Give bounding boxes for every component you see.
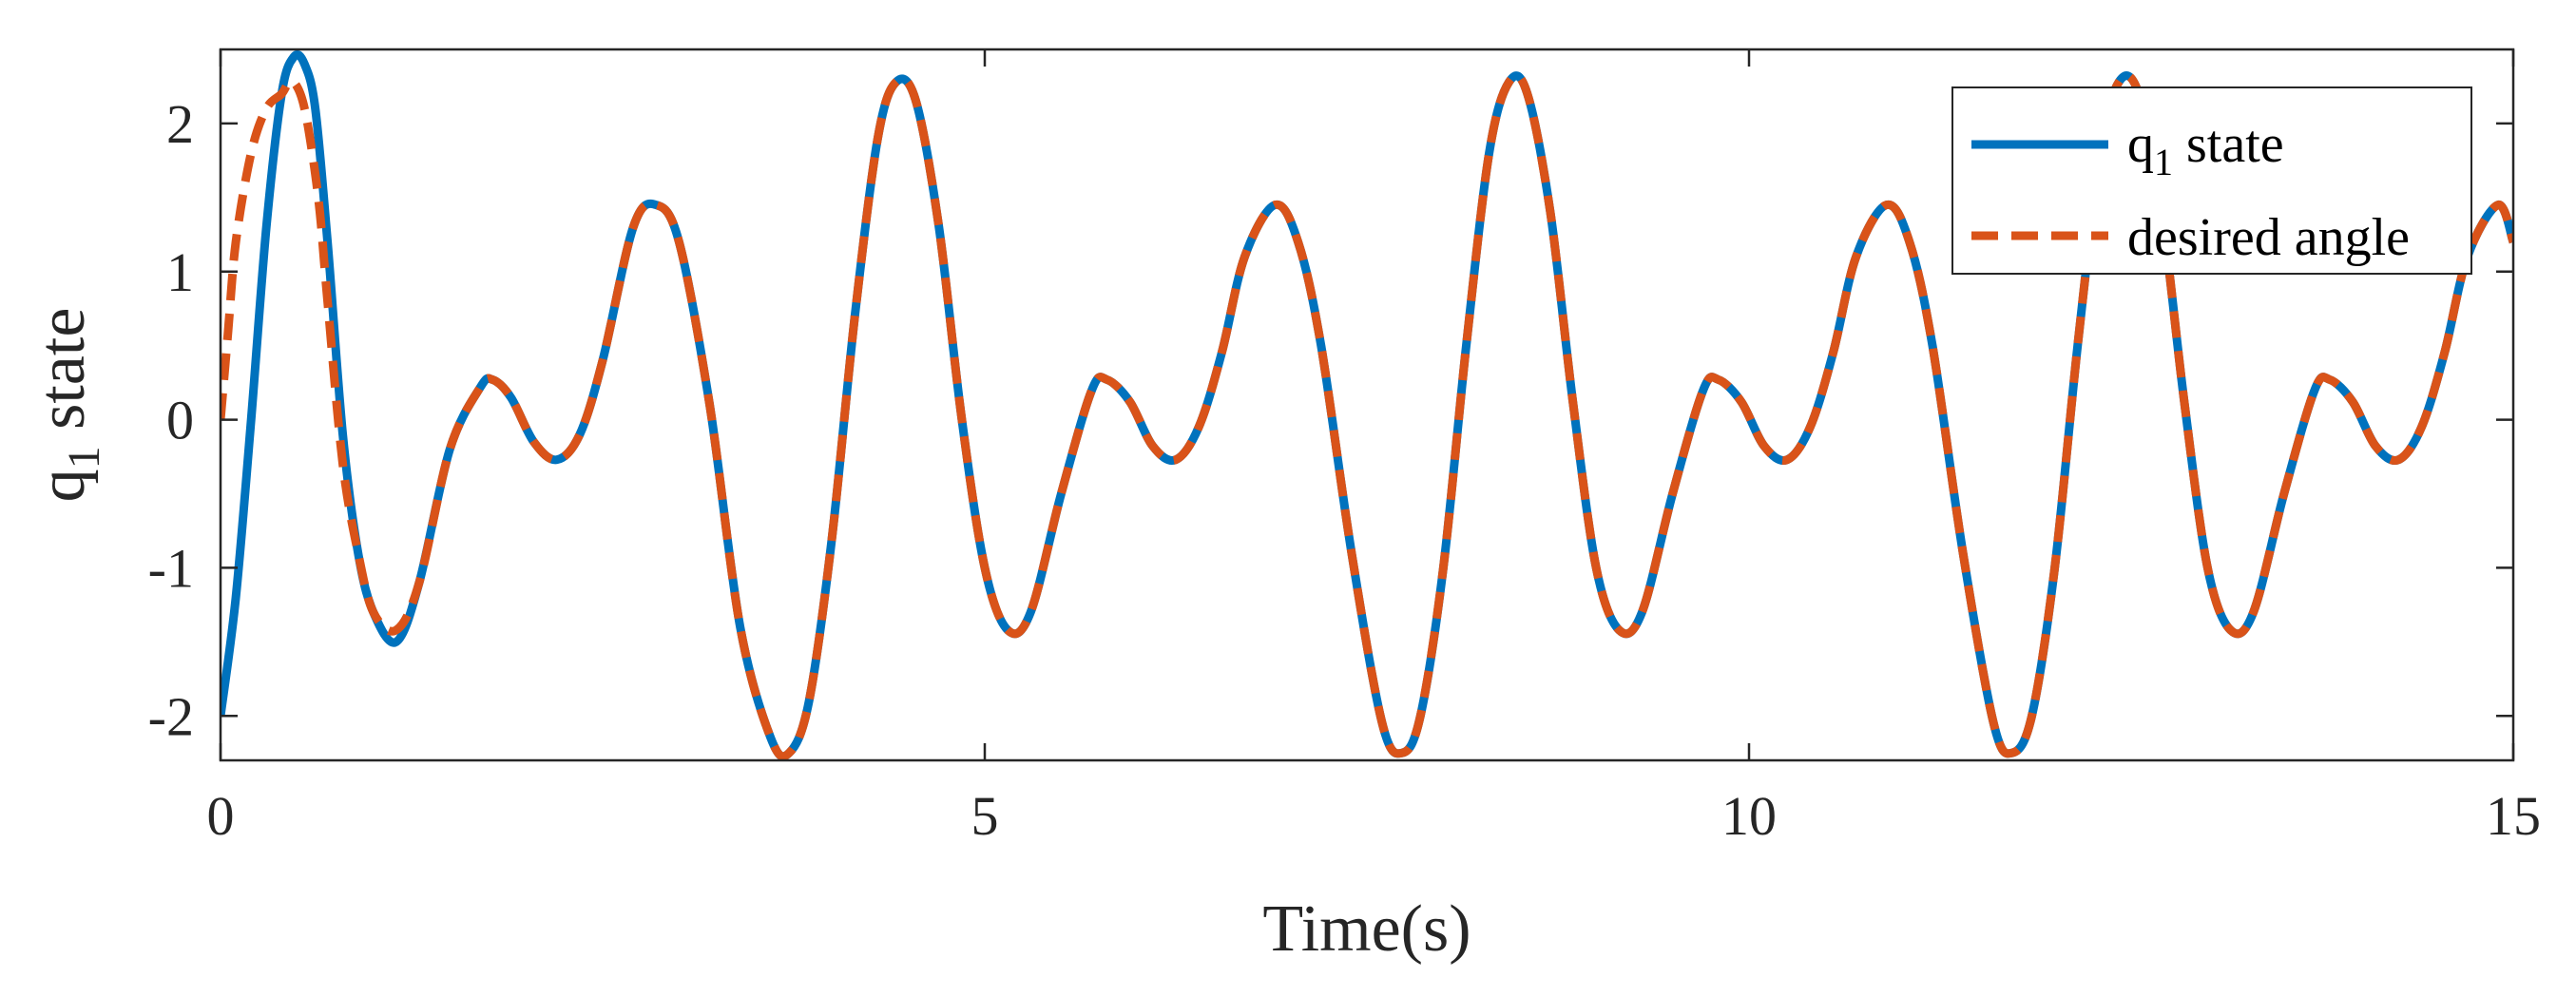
y-axis-label-sub: 1 [59,446,109,469]
ticks-layer: 0 5 10 15 -2 -1 0 1 2 [148,49,2541,847]
x-tick-label: 15 [2486,785,2541,847]
y-axis-label-main: q [26,469,99,502]
plot-frame [219,48,2515,762]
y-tick-label: -2 [148,685,194,747]
x-axis-label: Time(s) [1262,892,1471,966]
x-tick-label: 10 [1721,785,1777,847]
y-axis-label: q1 state [26,308,109,503]
svg-text:q1 state: q1 state [26,308,109,503]
legend-q1-rest: state [2173,115,2284,174]
legend-box [1951,86,2472,275]
y-tick-label: 0 [166,390,194,451]
y-tick-label: 1 [166,241,194,303]
legend-q1-sub: 1 [2154,141,2173,183]
x-tick-label: 5 [971,785,999,847]
y-tick-label: 2 [166,93,194,155]
y-tick-label: -1 [148,537,194,599]
y-axis-label-rest: state [26,308,99,447]
legend-q1-main: q [2127,115,2154,174]
legend-entry-desired: desired angle [2127,208,2410,267]
legend: q1 state desired angle [1951,86,2472,275]
legend-entry-q1: q1 state [2127,115,2284,183]
x-tick-label: 0 [207,785,235,847]
